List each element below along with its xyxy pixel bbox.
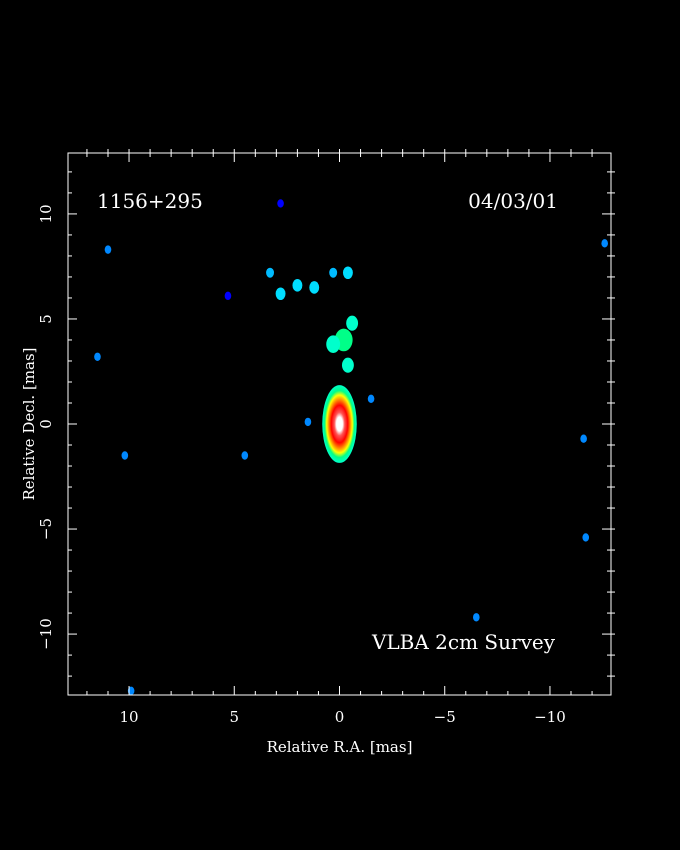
emission-component [266,267,275,278]
emission-component [275,287,286,301]
y-tick-label: 5 [37,314,55,324]
emission-component [277,199,284,208]
x-tick-label: 10 [119,708,138,726]
emission-component [304,417,312,427]
survey-name-annotation: VLBA 2cm Survey [371,630,556,654]
x-axis-label: Relative R.A. [mas] [267,738,413,756]
emission-component [292,279,303,292]
emission-component [309,281,320,294]
axis-tick-labels: 10 5 0 −5 −10 −10 −5 0 5 10 [37,204,566,726]
emission-component [601,239,608,248]
emission-component [341,357,354,373]
emission-component [326,335,341,353]
y-axis-label: Relative Decl. [mas] [20,347,38,500]
emission-component [342,266,353,280]
epoch-date-annotation: 04/03/01 [468,189,558,213]
emission-component [580,434,587,443]
emission-component [241,451,249,460]
emission-component [582,533,590,542]
emission-component [104,245,112,254]
emission-component [329,267,338,278]
emission-component [121,451,129,460]
x-tick-label: −10 [534,708,566,726]
heatmap-layer [94,199,608,695]
source-name-annotation: 1156+295 [97,189,203,213]
y-tick-label: 0 [37,419,55,429]
emission-component [346,315,359,331]
x-tick-label: 0 [335,708,345,726]
axis-ticks [68,149,615,695]
emission-component [224,291,232,301]
y-tick-label: −5 [37,518,55,540]
y-tick-label: −10 [37,618,55,650]
emission-component [367,394,375,403]
core-emission [322,385,357,463]
y-tick-label: 10 [37,204,55,223]
emission-component [473,613,480,622]
emission-component [94,352,101,361]
x-tick-label: 5 [229,708,239,726]
x-tick-label: −5 [434,708,456,726]
